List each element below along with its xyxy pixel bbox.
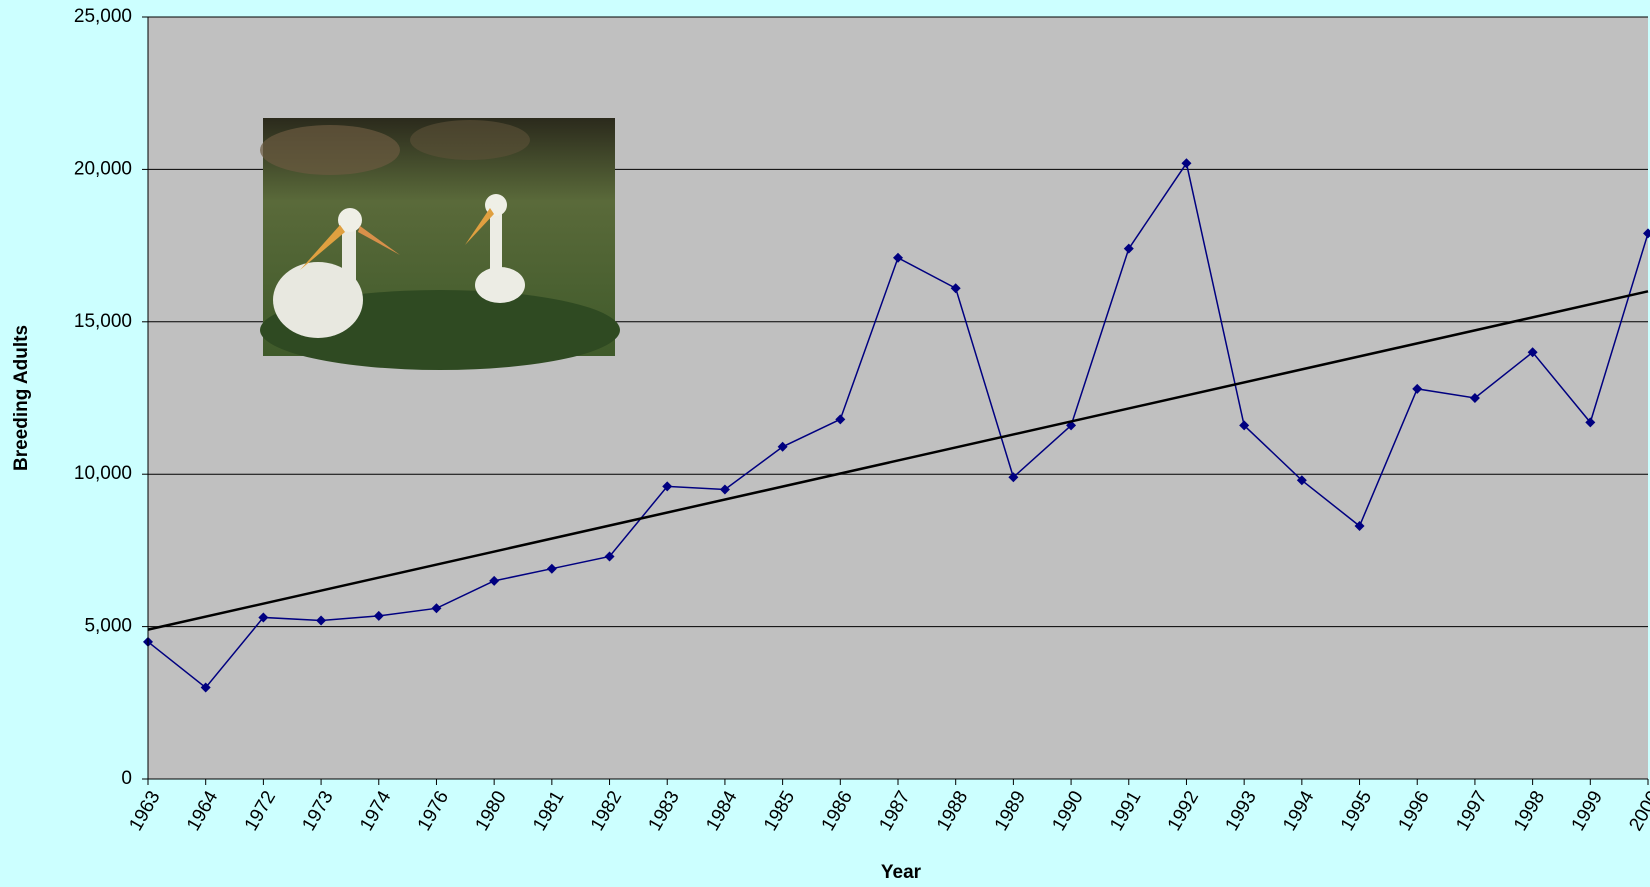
x-tick-label: 1973 <box>298 788 337 835</box>
data-point <box>1412 383 1423 394</box>
data-point <box>258 612 269 623</box>
x-tick-label: 1993 <box>1222 788 1261 835</box>
x-tick-label: 2000 <box>1625 788 1650 835</box>
x-tick-label: 1981 <box>529 788 568 835</box>
marks <box>143 158 1650 693</box>
data-point <box>1643 228 1650 239</box>
x-tick-label: 1988 <box>933 788 972 835</box>
data-point <box>1239 420 1250 431</box>
x-tick-label: 1986 <box>818 788 857 835</box>
y-tick-label: 25,000 <box>74 6 132 27</box>
data-point <box>546 563 557 574</box>
y-axis-title: Breeding Adults <box>11 325 32 471</box>
x-tick-label: 1983 <box>645 788 684 835</box>
data-point <box>835 414 846 425</box>
data-point <box>200 682 211 693</box>
x-tick-label: 1992 <box>1164 788 1203 835</box>
x-tick-label: 1990 <box>1048 788 1087 835</box>
x-tick-label: 1982 <box>587 788 626 835</box>
x-tick-label: 1985 <box>760 788 799 835</box>
x-tick-label: 1997 <box>1452 788 1491 835</box>
data-point <box>1123 243 1134 254</box>
data-point <box>777 441 788 452</box>
data-point <box>1354 521 1365 532</box>
data-point <box>431 603 442 614</box>
data-point <box>719 484 730 495</box>
data-point <box>662 481 673 492</box>
x-tick-label: 1972 <box>241 788 280 835</box>
data-point <box>373 610 384 621</box>
x-tick-label: 1995 <box>1337 788 1376 835</box>
data-point <box>1585 417 1596 428</box>
data-point <box>1181 158 1192 169</box>
y-tick-label: 15,000 <box>74 311 132 332</box>
y-tick-label: 0 <box>121 768 132 789</box>
data-point <box>1008 472 1019 483</box>
x-tick-label: 1976 <box>414 788 453 835</box>
y-tick-label: 10,000 <box>74 463 132 484</box>
data-point <box>489 575 500 586</box>
data-point <box>1527 347 1538 358</box>
data-point <box>1296 475 1307 486</box>
x-tick-label: 1974 <box>356 787 396 834</box>
data-point <box>893 252 903 263</box>
x-tick-label: 1963 <box>125 788 164 835</box>
trendline <box>147 290 1649 631</box>
y-tick-label: 5,000 <box>84 616 132 637</box>
x-tick-label: 1964 <box>183 787 223 834</box>
data-point <box>1469 393 1480 403</box>
x-tick-label: 1998 <box>1510 788 1549 835</box>
photo <box>260 118 620 370</box>
x-tick-label: 1991 <box>1106 788 1145 835</box>
x-tick-label: 1994 <box>1279 787 1319 834</box>
x-tick-label: 1984 <box>702 787 742 834</box>
x-tick-label: 1989 <box>991 788 1030 835</box>
x-tick-label: 1999 <box>1568 788 1607 835</box>
x-tick-label: 1980 <box>472 788 511 835</box>
x-tick-label: 1996 <box>1395 788 1434 835</box>
data-point <box>604 551 615 562</box>
x-axis-title: Year <box>881 862 922 883</box>
y-tick-label: 20,000 <box>74 158 132 179</box>
x-tick-label: 1987 <box>875 788 914 835</box>
data-point <box>316 615 327 626</box>
data-point <box>950 283 961 294</box>
